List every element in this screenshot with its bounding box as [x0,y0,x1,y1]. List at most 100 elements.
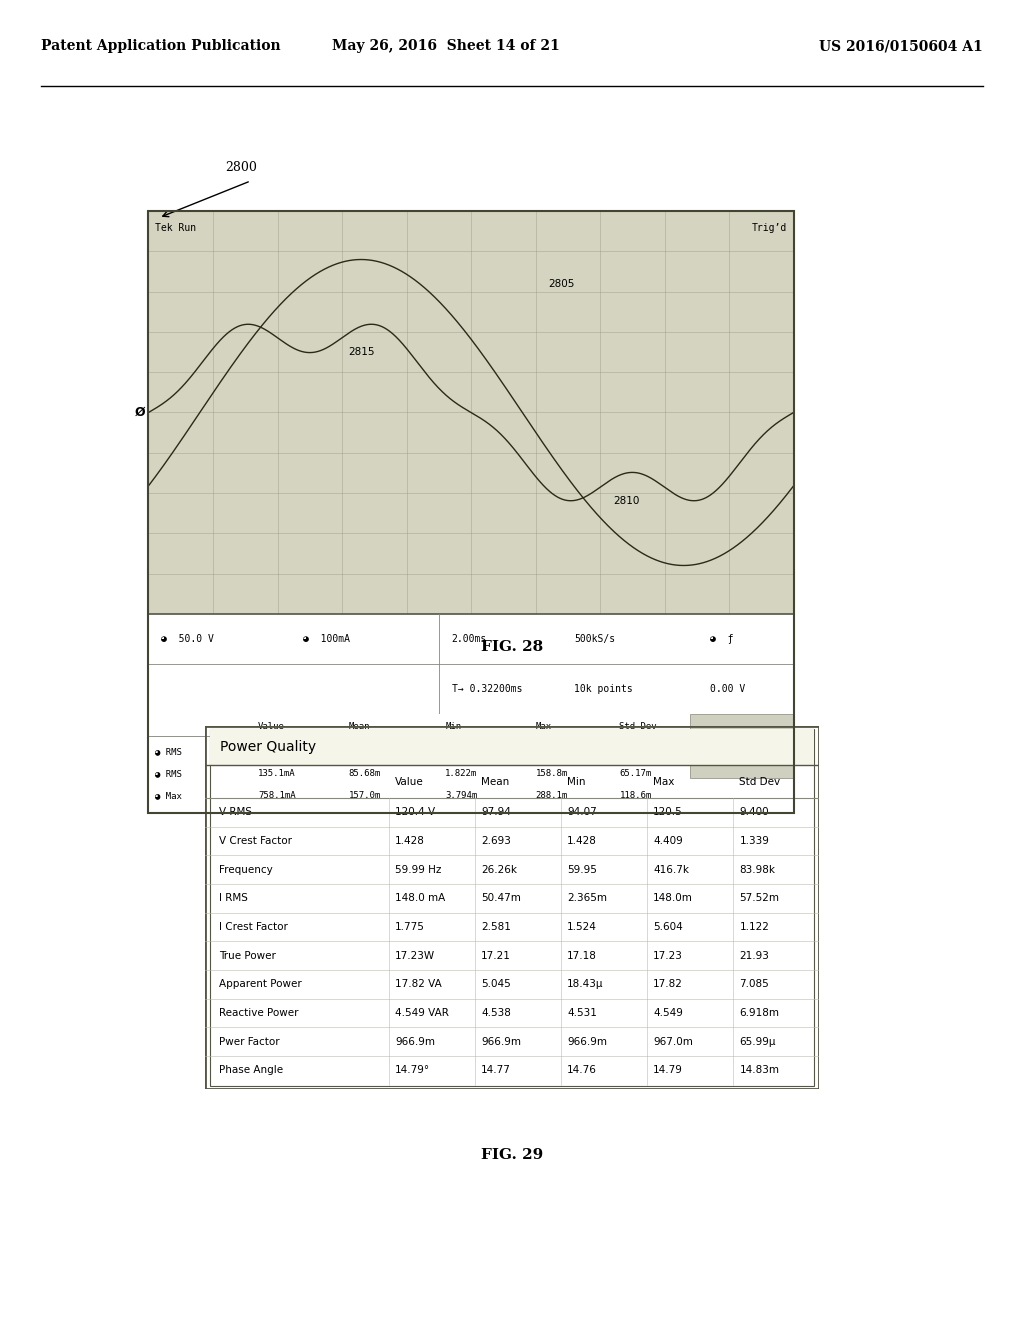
Text: 26.26k: 26.26k [481,865,517,875]
Text: Max: Max [653,776,675,787]
Text: 5.045: 5.045 [481,979,511,989]
Text: 2815: 2815 [348,347,375,358]
Text: 2.829m: 2.829m [445,747,477,756]
Text: 758.1mA: 758.1mA [258,791,296,800]
Text: Ø: Ø [134,407,145,418]
Text: 135.1mA: 135.1mA [258,770,296,777]
Text: ◕  ƒ: ◕ ƒ [710,634,733,644]
Text: 17.23W: 17.23W [395,950,435,961]
Text: 14.79: 14.79 [653,1065,683,1076]
Text: 17.18: 17.18 [567,950,597,961]
Text: V RMS: V RMS [219,808,252,817]
Text: Tek Run: Tek Run [155,223,196,234]
Text: 17.21: 17.21 [481,950,511,961]
Text: 157.0m: 157.0m [348,791,381,800]
Text: 2800: 2800 [224,161,257,174]
Text: 1.822m: 1.822m [445,770,477,777]
Text: FIG. 29: FIG. 29 [481,1148,543,1162]
Text: 966.9m: 966.9m [395,1036,435,1047]
Text: 55.20: 55.20 [620,747,646,756]
Text: True Power: True Power [219,950,275,961]
Text: 148.0m: 148.0m [653,894,693,903]
Text: 17.82 VA: 17.82 VA [395,979,442,989]
Text: 17.23: 17.23 [653,950,683,961]
Text: Patent Application Publication: Patent Application Publication [41,40,281,53]
Text: 4.549 VAR: 4.549 VAR [395,1008,450,1018]
Text: 14.77: 14.77 [481,1065,511,1076]
Text: 2.00ms: 2.00ms [452,634,487,644]
Text: May 26, 2016  Sheet 14 of 21: May 26, 2016 Sheet 14 of 21 [332,40,560,53]
Text: 966.9m: 966.9m [481,1036,521,1047]
Text: 59.99 Hz: 59.99 Hz [395,865,441,875]
Text: 120.4 V: 120.4 V [395,808,435,817]
Text: Trig’d: Trig’d [752,223,787,234]
Text: Reactive Power: Reactive Power [219,1008,298,1018]
Text: Std Dev: Std Dev [620,722,657,731]
Text: 65.99μ: 65.99μ [739,1036,776,1047]
Text: 3.794m: 3.794m [445,791,477,800]
Text: Pwer Factor: Pwer Factor [219,1036,280,1047]
Text: ◕ RMS: ◕ RMS [155,770,182,777]
Text: 14.76: 14.76 [567,1065,597,1076]
Text: 1.775: 1.775 [395,921,425,932]
Text: 14.83m: 14.83m [739,1065,779,1076]
Text: 1.428: 1.428 [567,836,597,846]
Text: ◕  100mA: ◕ 100mA [303,634,350,644]
Text: 966.9m: 966.9m [567,1036,607,1047]
Text: Std Dev: Std Dev [739,776,780,787]
Text: Frequency: Frequency [219,865,272,875]
Text: 59.95: 59.95 [567,865,597,875]
Bar [210,729,814,766]
Text: 4.549: 4.549 [653,1008,683,1018]
Text: 1.428: 1.428 [395,836,425,846]
Text: 2805: 2805 [549,279,574,289]
Text: ◕ RMS: ◕ RMS [155,747,182,756]
Text: 30 Apr 2010: 30 Apr 2010 [715,733,769,742]
Text: Power Quality: Power Quality [220,741,316,754]
Text: Max: Max [536,722,552,731]
Text: US 2016/0150604 A1: US 2016/0150604 A1 [819,40,983,53]
Text: 4.538: 4.538 [481,1008,511,1018]
Text: Min: Min [445,722,462,731]
Text: 1.122: 1.122 [739,921,769,932]
Text: 72.01: 72.01 [348,747,376,756]
Text: 2810: 2810 [613,496,639,506]
Text: I RMS: I RMS [219,894,248,903]
Text: 148.0 mA: 148.0 mA [395,894,445,903]
Text: 10k points: 10k points [574,684,633,694]
Text: 18.43μ: 18.43μ [567,979,604,989]
Text: 7.085: 7.085 [739,979,769,989]
Text: 127.7: 127.7 [536,747,562,756]
Text: I Crest Factor: I Crest Factor [219,921,288,932]
Text: Value: Value [258,722,285,731]
Text: 1.339: 1.339 [739,836,769,846]
Text: Value: Value [395,776,424,787]
Text: Apparent Power: Apparent Power [219,979,302,989]
Text: 65.17m: 65.17m [620,770,651,777]
Text: 118.6m: 118.6m [620,791,651,800]
Text: FIG. 28: FIG. 28 [481,640,543,653]
Bar [690,714,794,779]
Text: Min: Min [567,776,586,787]
Text: 9.400: 9.400 [739,808,769,817]
Text: 97.94: 97.94 [481,808,511,817]
Text: V Crest Factor: V Crest Factor [219,836,292,846]
Text: 1.524: 1.524 [567,921,597,932]
Text: Phase Angle: Phase Angle [219,1065,283,1076]
Text: 6.918m: 6.918m [739,1008,779,1018]
Text: 112.6 V: 112.6 V [258,747,296,756]
Text: 158.8m: 158.8m [536,770,567,777]
Text: 120.5: 120.5 [653,808,683,817]
Text: 2.365m: 2.365m [567,894,607,903]
Text: 57.52m: 57.52m [739,894,779,903]
Text: ◕ Max: ◕ Max [155,791,182,800]
Text: 2.581: 2.581 [481,921,511,932]
Text: 967.0m: 967.0m [653,1036,693,1047]
Text: 288.1m: 288.1m [536,791,567,800]
Text: 4.409: 4.409 [653,836,683,846]
Text: 11:28:46: 11:28:46 [723,752,762,762]
Text: 4.531: 4.531 [567,1008,597,1018]
Text: 50.47m: 50.47m [481,894,521,903]
Text: 5.604: 5.604 [653,921,683,932]
Text: 2.693: 2.693 [481,836,511,846]
